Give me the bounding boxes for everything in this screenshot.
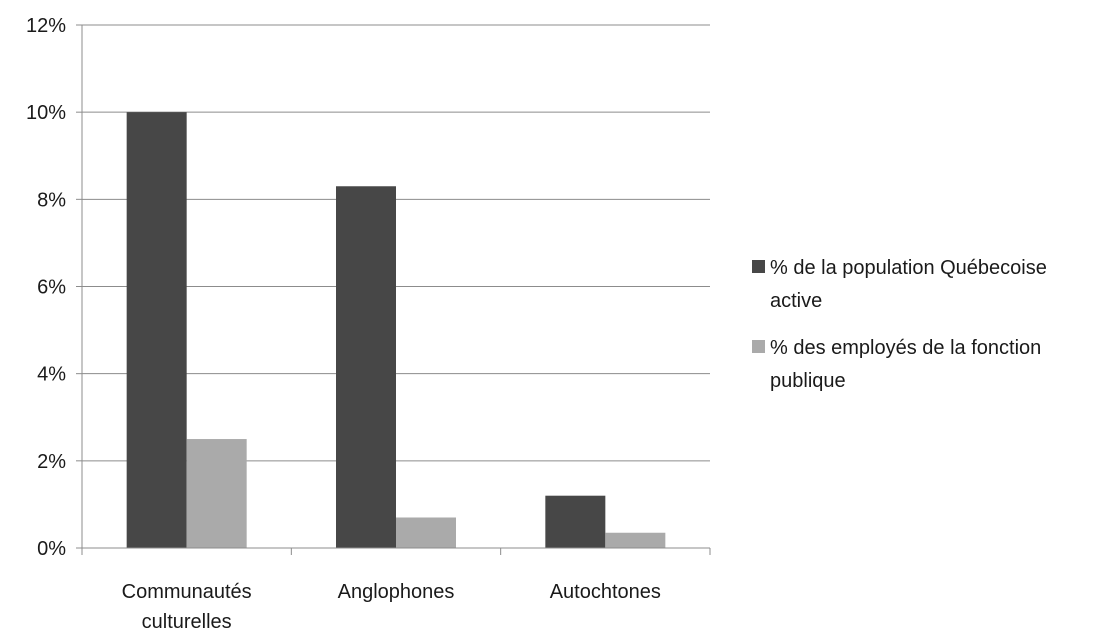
- y-tick-labels: 0% 2% 4% 6% 8% 10% 12%: [26, 15, 66, 560]
- y-tick-label: 6%: [37, 277, 66, 299]
- y-tick-label: 8%: [37, 189, 66, 211]
- bars: [126, 112, 666, 549]
- axes: [76, 24, 711, 555]
- legend-label: % de la population Québecoise: [770, 257, 1047, 279]
- bar-employes-0: [186, 439, 247, 548]
- y-tick-label: 12%: [26, 15, 66, 37]
- x-category-label: Anglophones: [338, 581, 455, 603]
- legend-label: % des employés de la fonction: [770, 337, 1041, 359]
- legend-label: active: [770, 290, 822, 312]
- x-category-labels: Communautés culturelles Anglophones Autocht…: [122, 581, 661, 633]
- legend: % de la population Québecoise active % des…: [752, 257, 1047, 392]
- y-tick-label: 4%: [37, 364, 66, 386]
- x-category-label: Autochtones: [550, 581, 661, 603]
- legend-swatch: [752, 340, 765, 353]
- bar-population-1: [336, 186, 396, 548]
- bar-employes-1: [396, 517, 456, 548]
- x-category-label: culturelles: [142, 611, 232, 633]
- bar-employes-2: [605, 532, 666, 548]
- legend-label: publique: [770, 370, 846, 392]
- bar-population-2: [545, 495, 606, 548]
- y-tick-label: 0%: [37, 538, 66, 560]
- y-tick-label: 2%: [37, 451, 66, 473]
- y-tick-label: 10%: [26, 102, 66, 124]
- legend-swatch: [752, 260, 765, 273]
- x-category-label: Communautés: [122, 581, 252, 603]
- bar-population-0: [126, 112, 187, 549]
